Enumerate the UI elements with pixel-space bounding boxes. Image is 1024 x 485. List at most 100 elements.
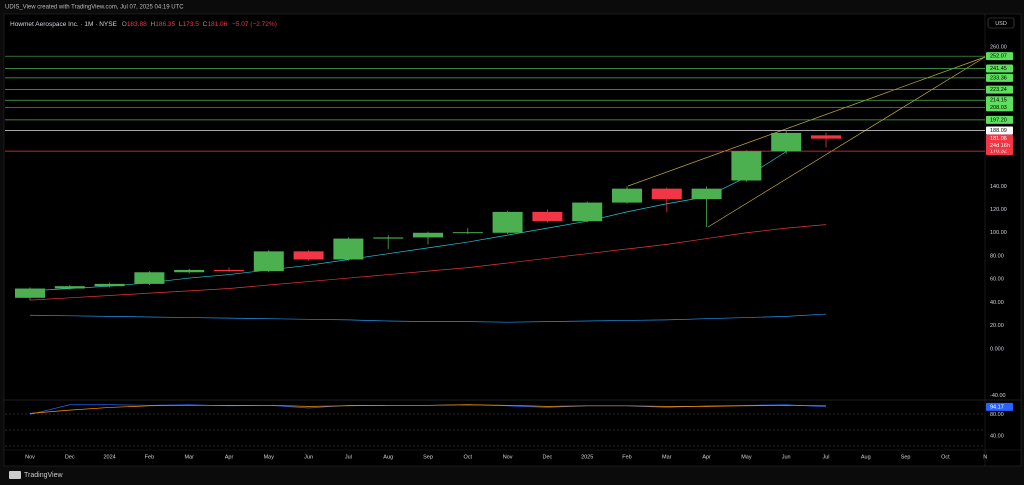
y-tick-label: -40.00 [990,393,1006,399]
candle-body [492,211,523,233]
x-tick-label: Apr [702,454,711,460]
countdown: 24d 16h [990,143,1010,149]
y-tick-label: 120.00 [990,207,1007,213]
legend-key: O [122,21,127,28]
level-label: 223.24 [990,87,1007,93]
candle-body [15,288,45,298]
trendline [707,56,986,228]
x-tick-label: Oct [464,454,473,460]
candle-body [94,283,125,287]
candle-body [691,188,722,200]
level-box [986,126,1013,135]
x-tick-label: Oct [941,454,950,460]
x-tick-label: Aug [383,454,393,460]
legend-key: L [179,21,183,28]
candle-body [134,272,165,284]
series-line [29,313,827,323]
candle-body [333,238,364,260]
legend-key: H [151,21,156,28]
legend-value: 181.06 [207,21,227,28]
currency: USD [995,21,1007,27]
level-box [986,85,1013,94]
y-tick-label: 140.00 [990,184,1007,190]
legend: Howmet Aerospace Inc. · 1M · NYSE O183.8… [10,21,277,28]
candle-body [532,211,563,222]
x-tick-label: 2025 [581,454,593,460]
level-box [986,115,1013,124]
candle-body [253,251,284,272]
y-tick-label: 20.00 [990,323,1004,329]
candle-body [413,232,443,238]
x-tick-label: Nov [503,454,513,460]
x-tick-label: Jul [345,454,352,460]
x-tick-label: May [741,454,752,460]
y-tick-label: 100.00 [990,230,1007,236]
last-value-box [986,402,1013,411]
x-tick-label: Nov [25,454,35,460]
x-tick-label: Jul [822,454,829,460]
y-tick-label: 60.00 [990,277,1004,283]
candle-body [452,232,483,234]
x-tick-label: Dec [65,454,75,460]
x-tick-label: May [264,454,275,460]
candle-body [731,151,762,181]
legend-change: −5.07 (−2.72%) [232,21,277,28]
level-label: 170.32 [990,149,1007,155]
x-tick-label: Mar [184,454,194,460]
candle-body [373,237,404,239]
y-tick-label: 40.00 [990,433,1004,439]
level-box [986,73,1013,82]
x-tick-label: Mar [662,454,672,460]
x-tick-label: Jun [782,454,791,460]
level-box [986,96,1013,105]
level-label: 233.36 [990,75,1007,81]
series-line [29,404,827,414]
legend-value: 186.35 [155,21,175,28]
x-tick-label: 2024 [103,454,115,460]
y-tick-label: 260.00 [990,44,1007,50]
series-line [29,224,827,301]
x-tick-label: Feb [622,454,631,460]
x-tick-label: Sep [423,454,433,460]
level-label: 208.03 [990,105,1007,111]
x-tick-label: N [983,454,987,460]
candle-body [174,269,205,273]
candle-body [612,188,642,203]
level-label: 252.07 [990,54,1007,60]
candle-body [572,202,603,222]
y-tick-label: 80.00 [990,412,1004,418]
y-tick-label: 80.00 [990,253,1004,259]
chart-frame [3,13,1022,467]
footer-brand: TradingView [24,472,63,479]
level-label: 188.09 [990,128,1007,134]
currency-box [987,17,1015,29]
x-tick-label: Aug [861,454,871,460]
last-price: 181.06 [990,136,1007,142]
x-tick-label: Apr [225,454,234,460]
legend-title: Howmet Aerospace Inc. · 1M · NYSE [10,21,118,28]
level-label: 214.15 [990,98,1007,104]
level-box [986,52,1013,61]
candle-body [651,188,682,200]
last-value: 94.17 [990,404,1004,410]
legend-value: 173.5 [183,21,200,28]
trendline [627,56,986,187]
x-tick-label: Jun [304,454,313,460]
level-box [986,103,1013,112]
legend-value: 183.88 [127,21,147,28]
legend-key: C [203,21,208,28]
level-box [986,64,1013,73]
y-tick-label: 40.00 [990,300,1004,306]
x-tick-label: Feb [145,454,154,460]
y-tick-label: 0.000 [990,346,1004,352]
logo [9,471,21,479]
header-note: UDIS_View created with TradingView.com, … [5,5,184,11]
x-tick-label: Dec [543,454,553,460]
last-price-box [986,134,1013,150]
candle-body [214,269,244,272]
x-tick-label: Sep [901,454,911,460]
candle-body [771,132,802,152]
level-label: 241.45 [990,66,1007,72]
candle-body [293,251,324,260]
